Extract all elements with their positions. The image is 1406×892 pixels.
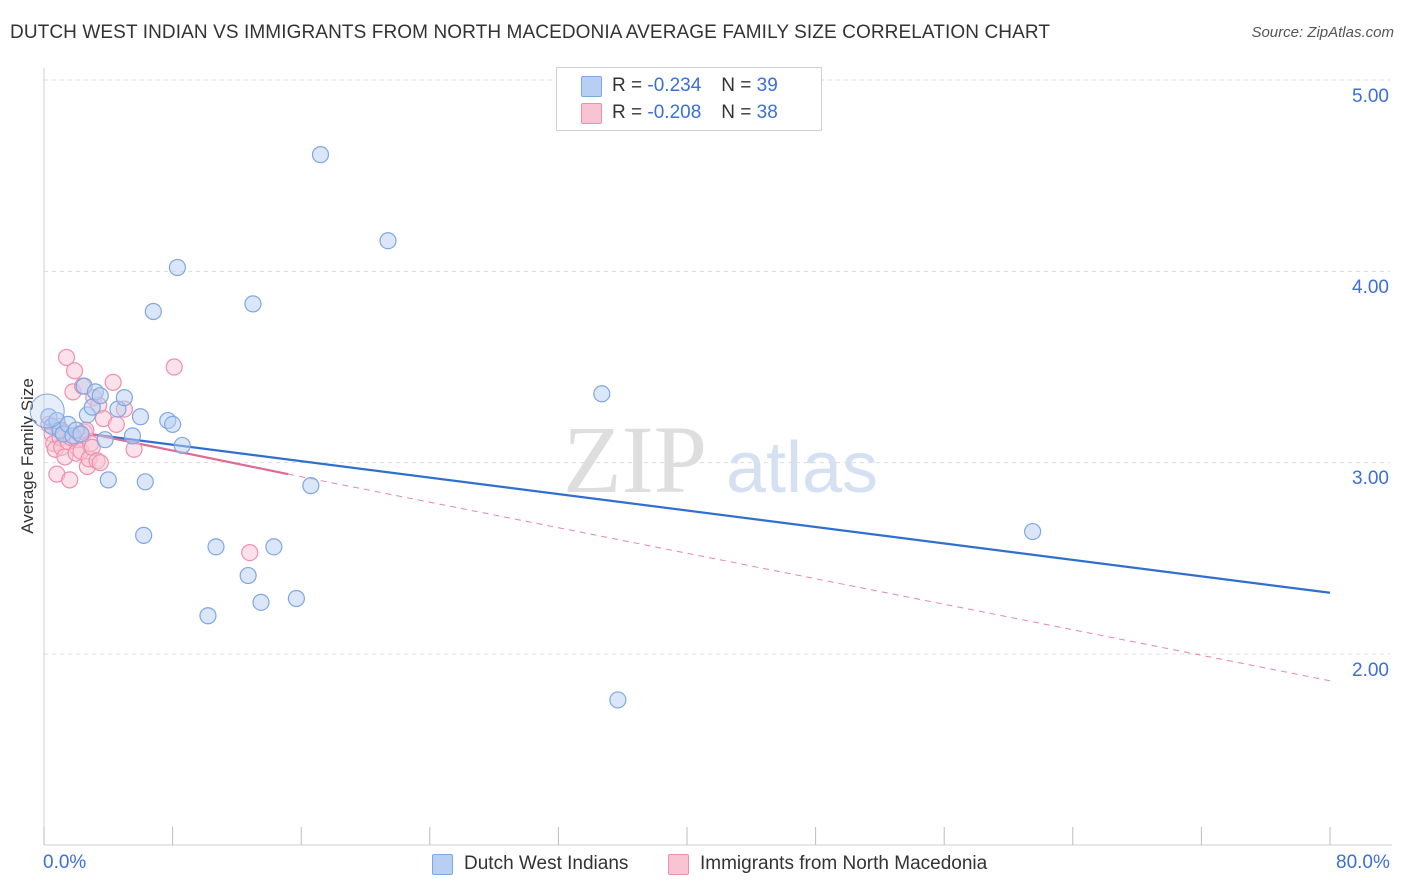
point-dutch-west-indians [144, 302, 162, 321]
point-dutch-west-indians [164, 415, 182, 433]
point-north-macedonia [107, 415, 125, 433]
watermark-zip: ZIP [563, 406, 707, 513]
point-dutch-west-indians [135, 526, 153, 544]
point-dutch-west-indians [131, 408, 150, 426]
legend-row-dutch-west-indians: R = -0.234 N = 39 [581, 74, 778, 98]
legend-n-value: 39 [756, 75, 778, 96]
legend-r-label: R = [612, 102, 643, 123]
point-dutch-west-indians [379, 232, 397, 250]
legend-item-dutch-west-indians[interactable]: Dutch West Indians [432, 852, 628, 876]
legend-n-label: N = [721, 102, 752, 123]
legend-n-value: 38 [756, 102, 778, 123]
legend-r-value: -0.234 [647, 75, 702, 96]
x-tick-min: 0.0% [43, 852, 87, 873]
point-dutch-west-indians [136, 473, 154, 491]
legend-swatch-pink [581, 102, 602, 124]
point-north-macedonia [65, 362, 84, 380]
point-dutch-west-indians [265, 538, 283, 556]
point-dutch-west-indians [252, 593, 270, 611]
point-dutch-west-indians [72, 425, 90, 443]
point-dutch-west-indians [609, 691, 627, 709]
legend-n-label: N = [721, 75, 752, 96]
point-dutch-west-indians-cluster [29, 393, 65, 429]
legend-item-north-macedonia[interactable]: Immigrants from North Macedonia [668, 852, 987, 876]
x-tick-max: 80.0% [1336, 852, 1390, 873]
trend-line-north-macedonia-extended [288, 473, 1331, 682]
point-north-macedonia [91, 454, 109, 472]
point-dutch-west-indians [207, 538, 225, 556]
legend-r-value: -0.208 [647, 102, 702, 123]
data-points [29, 146, 1042, 709]
point-dutch-west-indians [168, 258, 187, 277]
point-dutch-west-indians [96, 431, 114, 449]
y-tick-5: 5.00 [1352, 86, 1389, 107]
y-tick-3: 3.00 [1352, 468, 1389, 489]
point-dutch-west-indians [302, 477, 320, 495]
point-dutch-west-indians [593, 385, 611, 403]
legend-swatch-pink [668, 853, 689, 875]
point-dutch-west-indians [115, 389, 133, 407]
point-dutch-west-indians [123, 427, 142, 445]
point-north-macedonia [241, 543, 259, 562]
point-north-macedonia [57, 348, 76, 367]
point-north-macedonia [61, 471, 79, 489]
point-dutch-west-indians [99, 471, 117, 489]
y-tick-2: 2.00 [1352, 660, 1389, 681]
axes [43, 68, 1392, 846]
point-dutch-west-indians [199, 607, 217, 625]
stats-legend: R = -0.234 N = 39 R = -0.208 N = 38 [556, 67, 822, 131]
watermark: ZIP atlas [563, 406, 878, 513]
y-tick-4: 4.00 [1352, 277, 1389, 298]
point-dutch-west-indians [287, 589, 305, 608]
point-dutch-west-indians [173, 436, 191, 455]
point-dutch-west-indians [244, 295, 262, 313]
point-north-macedonia [104, 373, 122, 391]
source-label: Source: ZipAtlas.com [1251, 24, 1394, 41]
legend-row-north-macedonia: R = -0.208 N = 38 [581, 101, 778, 125]
trend-line-dutch-west-indians [43, 427, 1331, 594]
point-dutch-west-indians [311, 146, 330, 164]
legend-swatch-blue [581, 75, 602, 97]
point-dutch-west-indians [239, 566, 257, 585]
watermark-atlas: atlas [726, 428, 878, 508]
legend-label: Immigrants from North Macedonia [700, 853, 988, 874]
legend-swatch-blue [432, 853, 453, 875]
chart-title: DUTCH WEST INDIAN VS IMMIGRANTS FROM NOR… [10, 22, 1051, 43]
point-dutch-west-indians [1024, 522, 1042, 541]
point-dutch-west-indians [91, 387, 109, 405]
point-north-macedonia [165, 358, 183, 376]
legend-label: Dutch West Indians [464, 853, 629, 874]
legend-r-label: R = [612, 75, 643, 96]
